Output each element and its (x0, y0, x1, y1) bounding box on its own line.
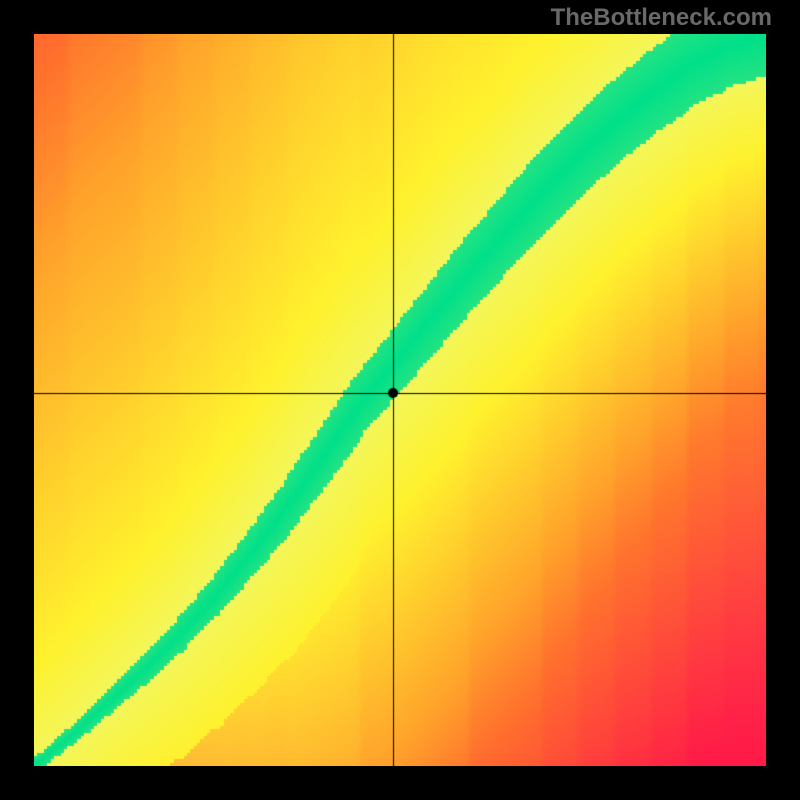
chart-container: TheBottleneck.com (0, 0, 800, 800)
bottleneck-heatmap (34, 34, 766, 766)
watermark-text: TheBottleneck.com (551, 4, 772, 32)
